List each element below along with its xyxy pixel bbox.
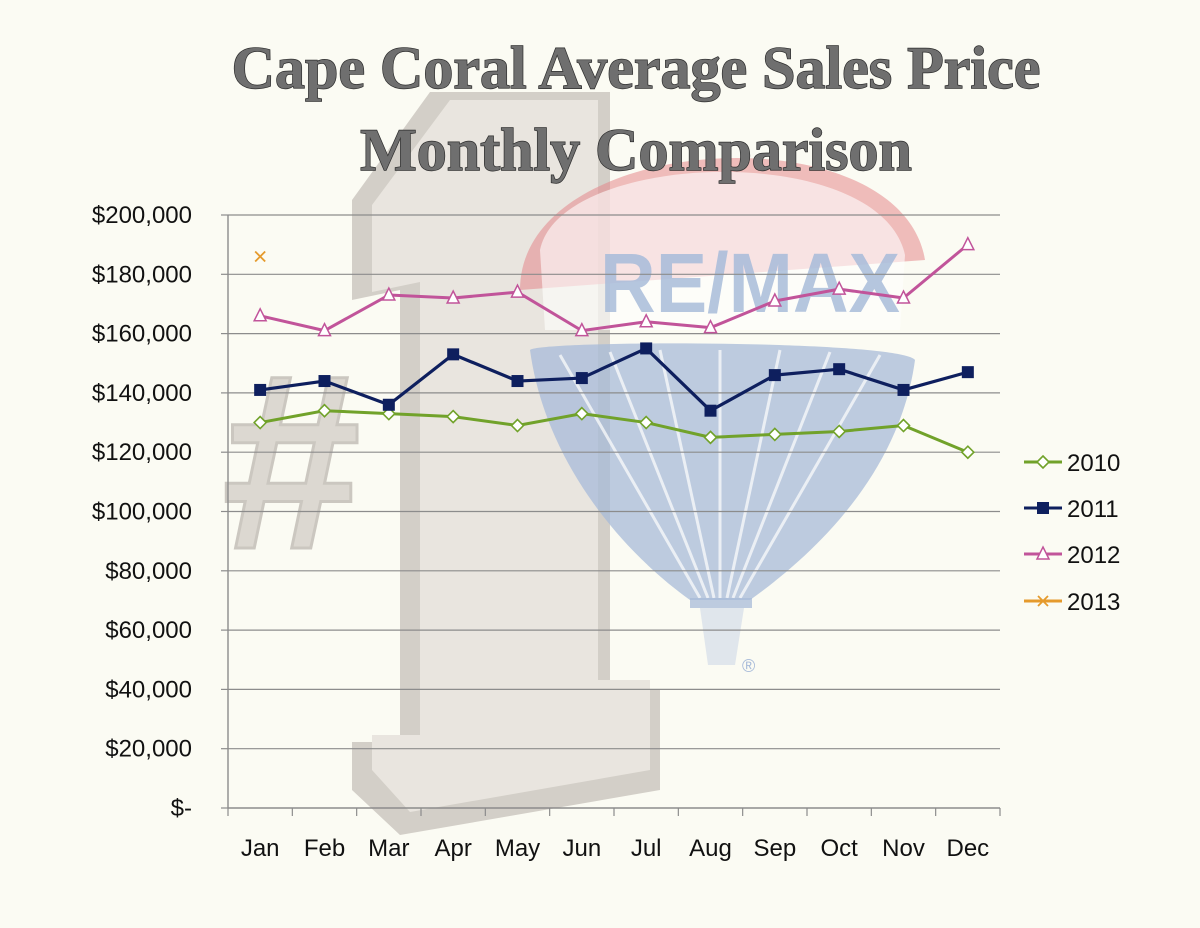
data-point-2010-jun [574,406,589,421]
series-2011 [254,342,974,417]
legend-item-2013: 2013 [1024,589,1120,616]
data-point-2010-feb [317,403,332,418]
data-point-2011-dec [961,366,974,379]
data-point-2010-oct [832,424,847,439]
y-tick-label-: $- [171,795,192,822]
y-tick-label-20-000: $20,000 [105,736,192,763]
y-tick-label-200-000: $200,000 [92,202,192,229]
data-point-2012-mar [381,286,397,301]
y-tick-label-80-000: $80,000 [105,558,192,585]
data-point-2011-jul [640,342,653,355]
chart-title: Cape Coral Average Sales Price Monthly C… [231,34,1041,183]
data-point-2012-aug [703,318,718,334]
legend-item-2010: 2010 [1024,450,1120,477]
x-tick-label-mar: Mar [368,835,409,862]
y-tick-label-60-000: $60,000 [105,617,192,644]
axes [221,214,1001,816]
y-axis-tick-labels: $- $20,000 $40,000 $60,000 $80,000 $100,000 $1… [92,202,192,822]
data-point-2011-aug [704,404,717,417]
legend-marker-2013 [1037,595,1049,607]
legend-label-2012: 2012 [1067,542,1120,569]
legend-label-2011: 2011 [1067,496,1119,523]
x-axis-tick-labels: Jan Feb Mar Apr May Jun Jul Aug Sep Oct Nov Dec [241,835,989,862]
series-2013 [254,250,266,263]
data-point-2010-sep [767,427,782,442]
data-point-2010-may [510,418,525,433]
data-point-2013-jan [254,250,266,263]
x-tick-label-may: May [495,835,540,862]
data-point-2012-jul [638,313,654,328]
data-point-2012-jun [574,321,590,337]
legend-marker-2010 [1035,454,1051,470]
y-tick-label-120-000: $120,000 [92,439,192,466]
x-tick-label-nov: Nov [882,835,925,862]
series-line-2011 [259,346,969,413]
chart-title-line-1: Cape Coral Average Sales Price [232,35,1041,101]
data-point-2011-jan [254,383,267,396]
x-tick-label-jul: Jul [631,835,662,862]
y-tick-label-180-000: $180,000 [92,261,192,288]
data-point-2011-nov [897,383,910,396]
data-point-2011-may [511,375,524,388]
chart-title-line-2: Monthly Comparison [360,117,912,183]
series-line-2010 [259,409,969,454]
y-tick-label-140-000: $140,000 [92,380,192,407]
legend-marker-2011 [1037,502,1049,514]
x-tick-label-aug: Aug [689,835,732,862]
gridlines [228,214,1000,750]
data-point-2012-feb [317,321,332,337]
data-point-2010-nov [896,418,911,433]
registered-mark: ® [742,656,755,676]
legend-marker-2012 [1035,545,1051,560]
x-tick-label-feb: Feb [304,835,345,862]
x-tick-label-sep: Sep [753,835,796,862]
y-tick-label-40-000: $40,000 [105,676,192,703]
data-point-2010-jul [639,415,654,430]
x-tick-label-apr: Apr [434,835,471,862]
data-point-2012-sep [767,292,783,307]
data-point-2011-mar [382,398,395,411]
brand-watermark: RE/MAX [600,236,900,330]
data-point-2012-oct [831,280,847,295]
data-point-2011-jun [575,372,588,385]
data-point-2010-aug [703,430,718,445]
legend-item-2011: 2011 [1024,496,1119,523]
x-tick-label-jun: Jun [562,835,601,862]
series-2010 [253,403,975,460]
y-tick-label-160-000: $160,000 [92,321,192,348]
data-point-2012-jan [252,307,268,322]
hot-air-balloon-icon: RE/MAX ® [520,157,925,676]
data-point-2011-oct [833,363,846,376]
data-point-2012-dec [960,235,976,251]
legend-item-2012: 2012 [1024,542,1120,569]
data-point-2010-apr [446,409,461,424]
data-point-2011-sep [768,369,781,382]
series-2012 [252,235,976,337]
hash-watermark: # [222,322,361,601]
data-point-2011-apr [447,348,460,361]
data-point-2010-jan [253,415,268,430]
series-layer [252,235,976,460]
data-point-2010-dec [960,445,975,460]
data-point-2011-feb [318,375,331,388]
data-point-2012-nov [896,289,911,304]
x-tick-label-jan: Jan [241,835,280,862]
x-tick-label-oct: Oct [820,835,858,862]
data-point-2012-may [510,283,525,298]
legend-label-2013: 2013 [1067,589,1120,616]
series-line-2012 [259,243,969,333]
watermark-background: # RE/MAX ® [221,92,925,835]
data-point-2012-apr [445,289,461,304]
x-tick-label-dec: Dec [946,835,989,862]
y-tick-label-100-000: $100,000 [92,499,192,526]
legend-label-2010: 2010 [1067,450,1120,477]
legend: 2010 2011 2012 2013 [1024,450,1120,616]
